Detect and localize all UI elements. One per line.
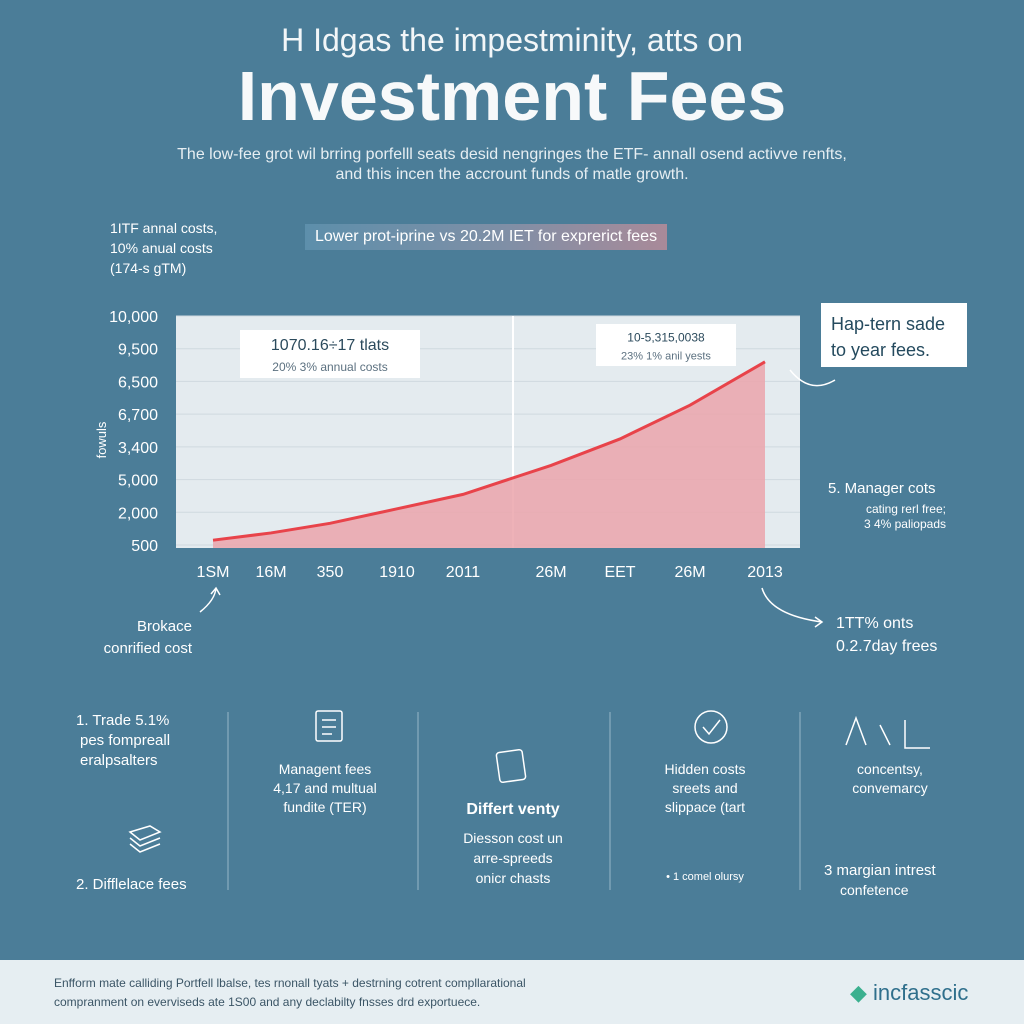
- footer: Enfform mate calliding Portfell lbalse, …: [0, 960, 1024, 1024]
- x-tick-label: 16M: [255, 564, 286, 581]
- callout-line: to year fees.: [831, 340, 931, 360]
- col-line: slippace (tart: [664, 799, 746, 815]
- col-line: convemarcy: [852, 780, 928, 796]
- icon: [128, 825, 162, 853]
- col-text: 1. Trade 5.1%: [76, 712, 170, 729]
- x-tick-label: 1SM: [197, 564, 230, 581]
- below-left: conrified cost: [103, 640, 192, 657]
- y-tick-label: 3,400: [118, 440, 158, 457]
- y-axis-label: fowuls: [94, 421, 109, 458]
- col-line: Hidden costs: [664, 761, 746, 777]
- x-tick-label: 2011: [446, 564, 481, 581]
- annotation-box: [240, 330, 420, 378]
- icon: [702, 719, 721, 736]
- note: (174-s gTM): [110, 260, 187, 276]
- subtitle: The low-fee grot wil brring porfelll sea…: [177, 146, 847, 163]
- col-line: Managent fees: [278, 761, 372, 777]
- x-tick-label: 2013: [747, 564, 783, 581]
- col-line: arre-spreeds: [473, 850, 553, 866]
- annotation: 10-5,315,0038: [627, 331, 705, 345]
- y-tick-label: 6,500: [118, 374, 158, 391]
- col-heading: Differt venty: [466, 801, 560, 818]
- icon: [694, 710, 728, 744]
- right-note: 3 4% paliopads: [863, 517, 946, 531]
- y-tick-label: 5,000: [118, 473, 158, 490]
- arrow: [761, 587, 824, 628]
- right-note: 5. Manager cots: [828, 480, 936, 497]
- col-line: fundite (TER): [283, 799, 367, 815]
- icon: [495, 748, 527, 784]
- below-right: 1TT% onts: [836, 615, 914, 632]
- callout-line: Hap-tern sade: [831, 314, 946, 334]
- col-line: concentsy,: [857, 761, 923, 777]
- col-text: pes fompreall: [80, 732, 171, 749]
- icon: [845, 715, 930, 749]
- line: [212, 360, 766, 542]
- col-line: 4,17 and multual: [273, 780, 377, 796]
- col-text: 2. Difflelace fees: [76, 876, 187, 893]
- footer-text: compranment on everviseds ate 1S00 and a…: [54, 995, 481, 1009]
- y-tick-label: 2,000: [118, 505, 158, 522]
- annotation: 23% 1% anil yests: [621, 351, 711, 363]
- subtitle: and this incen the accrount funds of mat…: [335, 166, 689, 183]
- x-tick-label: 350: [317, 564, 344, 581]
- note: 1ITF annal costs,: [110, 220, 218, 236]
- logo: ◆ incfasscic: [850, 980, 969, 1005]
- annotation-box: [596, 324, 736, 366]
- col-text: eralpsalters: [80, 752, 158, 769]
- col-text: Managent fees 4,17 and multual fundite (TE…: [230, 760, 420, 817]
- x-tick-label: 26M: [535, 564, 566, 581]
- area: [213, 361, 765, 548]
- col-line: sreets and: [672, 780, 738, 796]
- col-text: Hidden costs sreets and slippace (tart: [610, 760, 800, 817]
- annotation: 1070.16÷17 tlats: [271, 337, 389, 354]
- banner: Lower prot-iprine vs 20.2M IET for expre…: [305, 224, 668, 250]
- arrow: [789, 369, 836, 387]
- icon: [322, 719, 336, 735]
- x-tick-label: 1910: [379, 564, 415, 581]
- y-tick-label: 9,500: [118, 342, 158, 359]
- y-tick-label: 10,000: [109, 309, 158, 326]
- annotation: 20% 3% annual costs: [272, 360, 387, 374]
- col-line: onicr chasts: [475, 870, 551, 886]
- col-text: confetence: [840, 882, 909, 898]
- col-text: concentsy, convemarcy: [800, 760, 980, 798]
- below-left: Brokace: [136, 618, 192, 635]
- kicker: H Idgas the impestminity, atts on: [281, 22, 743, 58]
- y-tick-label: 500: [131, 538, 158, 555]
- note: 10% anual costs: [110, 240, 213, 256]
- x-tick-label: EET: [604, 564, 635, 581]
- icon: [315, 710, 343, 742]
- col-text: • 1 comel olursy: [666, 871, 744, 883]
- logo-text: incfasscic: [873, 980, 969, 1005]
- below-right: 0.2.7day frees: [836, 638, 938, 655]
- col-text: 3 margian intrest: [824, 862, 936, 879]
- right-note: cating rerl free;: [865, 502, 946, 516]
- title: Investment Fees: [237, 57, 787, 135]
- callout: Hap-tern sade to year fees.: [821, 303, 967, 367]
- footer-text: Enfform mate calliding Portfell lbalse, …: [54, 976, 526, 990]
- col-line: Diesson cost un: [463, 830, 563, 846]
- y-tick-label: 6,700: [118, 407, 158, 424]
- x-tick-label: 26M: [674, 564, 705, 581]
- arrow: [199, 586, 221, 613]
- col-text: Diesson cost un arre-spreeds onicr chasts: [418, 828, 608, 888]
